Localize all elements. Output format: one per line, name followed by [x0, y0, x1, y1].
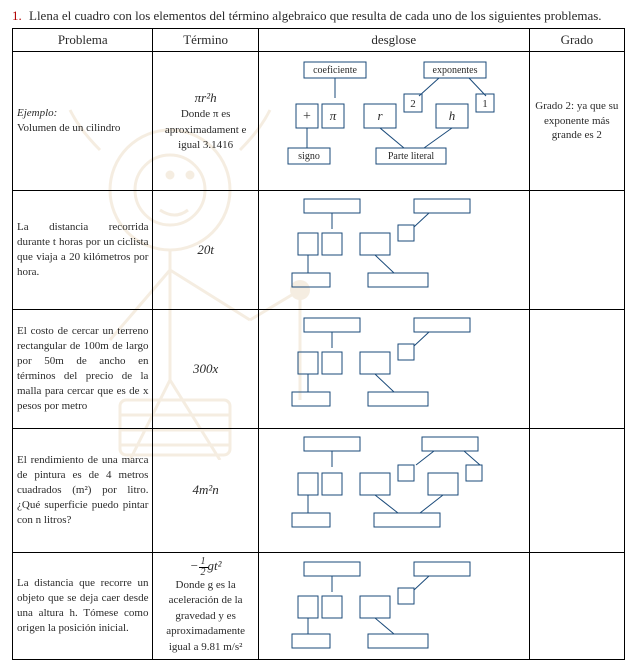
- svg-text:2: 2: [410, 98, 416, 110]
- term-sign: −: [190, 558, 199, 573]
- term-cell: 4m²n: [153, 429, 258, 553]
- header-row: Problema Término desglose Grado: [13, 29, 625, 52]
- desglose-cell: [258, 191, 529, 310]
- term-cell: −12gt² Donde g es la aceleración de la g…: [153, 553, 258, 660]
- term-cell: 300x: [153, 310, 258, 429]
- problem-cell: La distancia recorrida durante t horas p…: [13, 191, 153, 310]
- svg-text:π: π: [329, 108, 336, 123]
- problem-cell: Ejemplo: Volumen de un cilindro: [13, 52, 153, 191]
- grado-cell: [529, 191, 624, 310]
- problem-cell: El costo de cercar un terreno rectangula…: [13, 310, 153, 429]
- problem-text: Volumen de un cilindro: [17, 122, 120, 134]
- worksheet-table: Problema Término desglose Grado Ejemplo:…: [12, 28, 625, 660]
- instruction-text: Llena el cuadro con los elementos del té…: [29, 8, 602, 23]
- term-expr: 300x: [193, 361, 218, 376]
- term-note: Donde π es aproximadament e igual 3.1416: [165, 108, 247, 151]
- signo-label: signo: [298, 151, 320, 162]
- desglose-cell: [258, 553, 529, 660]
- desglose-cell: [258, 310, 529, 429]
- term-expr: 4m²n: [192, 482, 218, 497]
- problem-cell: El rendimiento de una marca de pintura e…: [13, 429, 153, 553]
- grado-cell: [529, 429, 624, 553]
- term-expr: −12gt²: [190, 558, 222, 573]
- term-cell: πr²h Donde π es aproximadament e igual 3…: [153, 52, 258, 191]
- instruction-number: 1.: [12, 8, 22, 23]
- grado-cell: Grado 2: ya que su exponente más grande …: [529, 52, 624, 191]
- table-row: Ejemplo: Volumen de un cilindro πr²h Don…: [13, 52, 625, 191]
- term-expr: 20t: [197, 242, 214, 257]
- parte-label: Parte literal: [388, 151, 435, 162]
- coef-label: coeficiente: [313, 65, 357, 76]
- blank-diagram: [264, 558, 524, 653]
- problem-text: La distancia que recorre un objeto que s…: [17, 577, 148, 634]
- svg-text:1: 1: [482, 98, 488, 110]
- desglose-diagram: coeficiente exponentes + π: [264, 56, 524, 186]
- exp-label: exponentes: [432, 65, 477, 76]
- frac-den: 2: [199, 568, 208, 578]
- term-cell: 20t: [153, 191, 258, 310]
- grado-cell: [529, 310, 624, 429]
- problem-text: El rendimiento de una marca de pintura e…: [17, 454, 148, 525]
- term-expr: πr²h: [195, 90, 217, 105]
- table-row: La distancia recorrida durante t horas p…: [13, 191, 625, 310]
- table-row: El rendimiento de una marca de pintura e…: [13, 429, 625, 553]
- svg-text:r: r: [377, 108, 383, 123]
- term-note: Donde g es la aceleración de la gravedad…: [166, 579, 245, 653]
- svg-text:+: +: [303, 109, 311, 124]
- grado-cell: [529, 553, 624, 660]
- desglose-cell: coeficiente exponentes + π: [258, 52, 529, 191]
- table-row: El costo de cercar un terreno rectangula…: [13, 310, 625, 429]
- instruction: 1. Llena el cuadro con los elementos del…: [12, 8, 625, 24]
- header-grado: Grado: [529, 29, 624, 52]
- header-termino: Término: [153, 29, 258, 52]
- term-suffix: gt²: [208, 558, 222, 573]
- problem-cell: La distancia que recorre un objeto que s…: [13, 553, 153, 660]
- ejemplo-label: Ejemplo:: [17, 107, 57, 119]
- svg-text:h: h: [448, 108, 455, 123]
- problem-text: La distancia recorrida durante t horas p…: [17, 221, 148, 278]
- table-row: La distancia que recorre un objeto que s…: [13, 553, 625, 660]
- header-desglose: desglose: [258, 29, 529, 52]
- problem-text: El costo de cercar un terreno rectangula…: [17, 325, 148, 411]
- blank-diagram: [264, 195, 524, 305]
- header-problema: Problema: [13, 29, 153, 52]
- blank-diagram: [264, 433, 524, 548]
- desglose-cell: [258, 429, 529, 553]
- blank-diagram: [264, 314, 524, 424]
